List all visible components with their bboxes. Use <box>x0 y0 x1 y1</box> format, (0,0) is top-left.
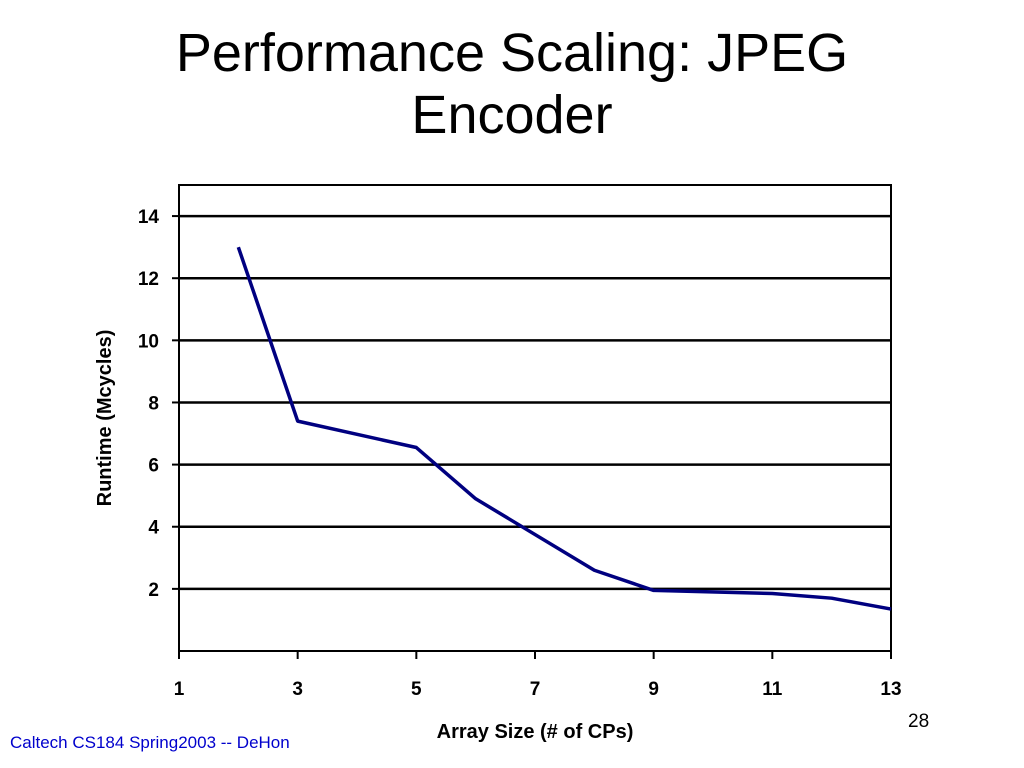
slide-title-line-1: Performance Scaling: JPEG <box>175 23 849 83</box>
x-tick-label-7: 7 <box>530 679 541 700</box>
x-tick-label-1: 1 <box>174 679 185 700</box>
y-tick-label-8: 8 <box>148 393 159 414</box>
slide-title: Performance Scaling: JPEG Encoder <box>0 22 1024 146</box>
x-tick-label-13: 13 <box>880 679 901 700</box>
y-tick-label-2: 2 <box>148 580 159 601</box>
slide-title-line-2: Encoder <box>411 85 613 145</box>
footer-credit: Caltech CS184 Spring2003 -- DeHon <box>10 733 290 752</box>
y-tick-label-4: 4 <box>148 518 159 539</box>
y-tick-label-14: 14 <box>138 207 160 228</box>
x-tick-label-9: 9 <box>648 679 659 700</box>
page-number: 28 <box>908 711 930 732</box>
plot-area-border <box>178 184 892 652</box>
y-tick-label-6: 6 <box>148 456 159 477</box>
y-tick-label-12: 12 <box>138 269 159 290</box>
y-tick-label-10: 10 <box>138 331 159 352</box>
series-line-0 <box>236 246 892 611</box>
x-tick-label-5: 5 <box>411 679 422 700</box>
y-axis-title: Runtime (Mcycles) <box>94 330 116 507</box>
x-tick-label-3: 3 <box>292 679 303 700</box>
x-axis-title: Array Size (# of CPs) <box>437 721 634 743</box>
x-tick-label-11: 11 <box>762 679 783 700</box>
